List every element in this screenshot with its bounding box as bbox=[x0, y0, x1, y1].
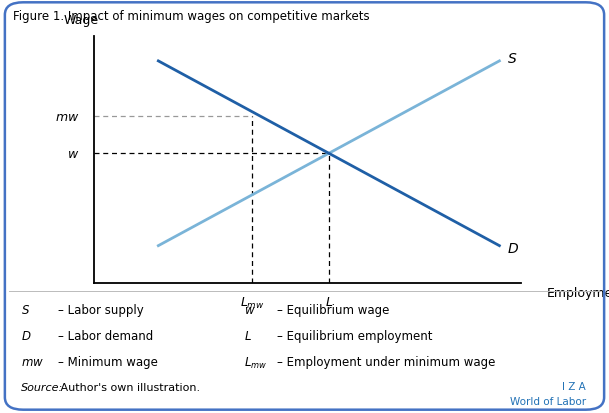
Text: – Employment under minimum wage: – Employment under minimum wage bbox=[277, 355, 496, 368]
Text: $L_{mw}$: $L_{mw}$ bbox=[240, 295, 264, 310]
Text: $w$: $w$ bbox=[244, 304, 255, 316]
Text: $L$: $L$ bbox=[244, 329, 252, 342]
Text: $w$: $w$ bbox=[67, 147, 79, 160]
Text: – Equilibrium employment: – Equilibrium employment bbox=[277, 329, 432, 342]
Text: – Equilibrium wage: – Equilibrium wage bbox=[277, 304, 390, 316]
Text: $L_{mw}$: $L_{mw}$ bbox=[244, 355, 267, 370]
Text: – Labor demand: – Labor demand bbox=[58, 329, 153, 342]
Text: – Minimum wage: – Minimum wage bbox=[58, 355, 158, 368]
Text: I Z A: I Z A bbox=[562, 381, 586, 391]
Text: D: D bbox=[508, 242, 518, 256]
Text: Author's own illustration.: Author's own illustration. bbox=[57, 382, 200, 392]
Text: World of Labor: World of Labor bbox=[510, 396, 586, 406]
Text: $mw$: $mw$ bbox=[55, 111, 79, 123]
Text: Wage: Wage bbox=[64, 14, 99, 27]
Text: S: S bbox=[508, 52, 516, 66]
Text: $mw$: $mw$ bbox=[21, 355, 44, 368]
Text: – Labor supply: – Labor supply bbox=[58, 304, 144, 316]
Text: $S$: $S$ bbox=[21, 304, 30, 316]
Text: $L$: $L$ bbox=[325, 295, 333, 308]
Text: $D$: $D$ bbox=[21, 329, 32, 342]
Text: Source:: Source: bbox=[21, 382, 63, 392]
Text: Figure 1. Impact of minimum wages on competitive markets: Figure 1. Impact of minimum wages on com… bbox=[13, 10, 370, 23]
Text: Employment: Employment bbox=[546, 287, 609, 299]
